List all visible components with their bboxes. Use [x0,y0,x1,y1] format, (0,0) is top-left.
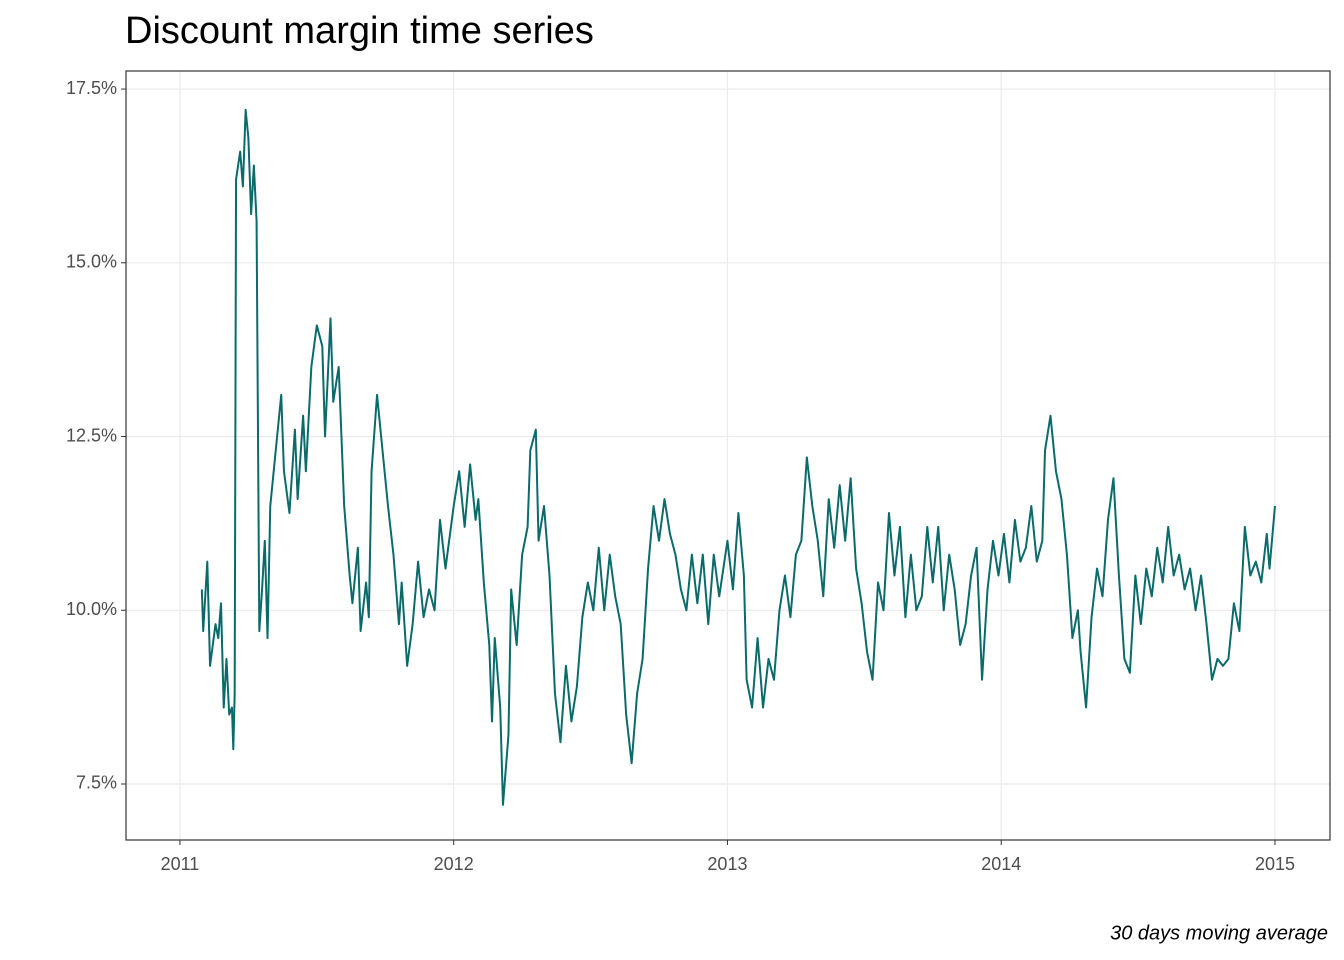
y-tick-label: 12.5% [66,425,117,445]
chart-title: Discount margin time series [125,10,594,52]
y-tick-label: 7.5% [76,773,117,793]
x-tick-label: 2014 [981,854,1021,874]
x-tick-label: 2015 [1255,854,1295,874]
y-tick-label: 15.0% [66,252,117,272]
y-tick-label: 10.0% [66,599,117,619]
y-tick-label: 17.5% [66,78,117,98]
x-tick-label: 2012 [434,854,474,874]
panel-border [125,70,1331,841]
caption: 30 days moving average [1110,922,1328,944]
x-tick-label: 2011 [161,854,200,874]
x-tick-label: 2013 [707,854,747,874]
data-line [200,108,1276,806]
